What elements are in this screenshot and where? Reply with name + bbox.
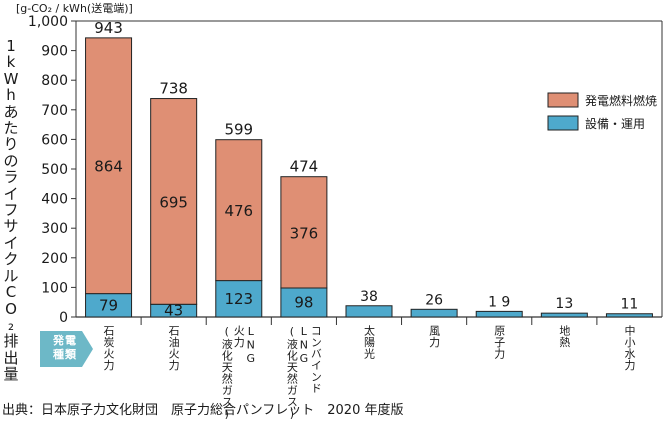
fuel-value-label: 695 xyxy=(159,193,188,211)
equipment-value-label: 13 xyxy=(555,296,573,312)
y-axis-title-char: W xyxy=(3,69,19,88)
y-tick-label: 500 xyxy=(41,162,68,178)
equipment-value-label: 98 xyxy=(294,293,313,311)
category-label: 石炭火力 xyxy=(102,325,115,371)
equipment-value-label: 1 9 xyxy=(488,294,510,310)
y-tick-label: 1,000 xyxy=(28,14,68,30)
category-label: コンバインド xyxy=(309,325,322,394)
y-tick-label: 700 xyxy=(41,103,68,119)
y-axis-title-char: ク xyxy=(3,250,19,269)
legend-label-fuel: 発電燃料燃焼 xyxy=(585,93,657,108)
y-axis-title-char: 出 xyxy=(3,348,19,367)
unit-label: [g-CO₂ / kWh(送電端)] xyxy=(16,2,133,15)
equipment-value-label: 11 xyxy=(621,297,639,313)
total-value-label: 738 xyxy=(159,80,188,98)
fuel-value-label: 376 xyxy=(290,224,319,242)
category-label: 石油火力 xyxy=(167,325,180,371)
category-label: 太陽光 xyxy=(363,325,376,360)
source-note: 出典：日本原子力文化財団 原子力総合パンフレット 2020 年度版 xyxy=(2,403,404,418)
category-label: LNG xyxy=(297,325,310,366)
bar-fuel xyxy=(150,98,198,305)
bar-equipment xyxy=(540,312,588,318)
equipment-value-label: 38 xyxy=(360,289,378,305)
y-tick-label: 200 xyxy=(41,251,68,267)
y-axis-title-char: 1 xyxy=(6,37,16,55)
category-label: (液化天然ガス) xyxy=(220,325,233,421)
equipment-value-label: 26 xyxy=(425,292,443,308)
y-axis-title-char: 量 xyxy=(3,365,19,384)
fuel-value-label: 476 xyxy=(224,202,253,220)
legend-swatch-fuel xyxy=(547,92,579,108)
bar-equipment xyxy=(410,308,458,318)
category-label: 火力 xyxy=(232,325,245,348)
category-label: 原子力 xyxy=(493,325,506,360)
y-axis-title-char: た xyxy=(3,119,19,138)
y-tick-label: 0 xyxy=(59,310,68,326)
y-axis-title-char: の xyxy=(3,151,19,170)
y-axis-title-char: サ xyxy=(3,217,19,236)
y-axis-title-char: ル xyxy=(3,266,19,285)
y-axis-title-char: り xyxy=(3,135,19,154)
bar-equipment xyxy=(475,310,523,318)
fuel-value-label: 864 xyxy=(94,158,123,176)
category-label: 中小水力 xyxy=(623,325,636,371)
badge-line1: 発電 xyxy=(53,334,77,347)
y-axis-title-char: O xyxy=(5,299,17,318)
y-tick-label: 800 xyxy=(41,73,68,89)
bar-fuel xyxy=(280,176,328,289)
y-axis-title-char: 排 xyxy=(3,332,19,351)
bar-equipment xyxy=(280,287,328,318)
badge-line2: 種類 xyxy=(53,348,77,361)
y-axis-title-char: k xyxy=(6,53,16,72)
y-axis-title-char: フ xyxy=(3,201,19,220)
bar-fuel xyxy=(85,37,133,295)
y-axis-title-char: ラ xyxy=(3,168,19,187)
bar-fuel xyxy=(215,139,263,282)
y-tick-label: 400 xyxy=(41,192,68,208)
y-tick-label: 300 xyxy=(41,221,68,237)
y-tick-label: 900 xyxy=(41,44,68,60)
category-label: (液化天然ガス) xyxy=(285,325,298,421)
y-axis-title-char: C xyxy=(5,283,17,302)
y-axis-title-char: イ xyxy=(3,184,19,203)
category-label: 風力 xyxy=(428,325,441,348)
y-axis-title-char: ₂ xyxy=(7,315,14,334)
category-label: 地熱 xyxy=(558,325,571,349)
total-value-label: 474 xyxy=(290,158,319,176)
bar-equipment xyxy=(345,305,393,318)
equipment-value-label: 123 xyxy=(224,290,253,308)
y-axis-title-char: h xyxy=(6,86,16,105)
y-axis-title-char: イ xyxy=(3,233,19,252)
equipment-value-label: 79 xyxy=(99,296,118,314)
legend-swatch-equipment xyxy=(547,115,579,131)
total-value-label: 599 xyxy=(224,121,253,139)
y-axis-title-char: あ xyxy=(3,102,19,121)
y-tick-label: 100 xyxy=(41,280,68,296)
legend-label-equipment: 設備・運用 xyxy=(585,116,645,131)
y-tick-label: 600 xyxy=(41,132,68,148)
badge-arrow-shape xyxy=(40,331,93,367)
equipment-value-label: 43 xyxy=(164,302,183,320)
category-badge: 発電 種類 xyxy=(40,331,96,367)
total-value-label: 943 xyxy=(94,19,123,37)
bar-equipment xyxy=(605,313,653,318)
category-label: LNG xyxy=(244,325,257,366)
